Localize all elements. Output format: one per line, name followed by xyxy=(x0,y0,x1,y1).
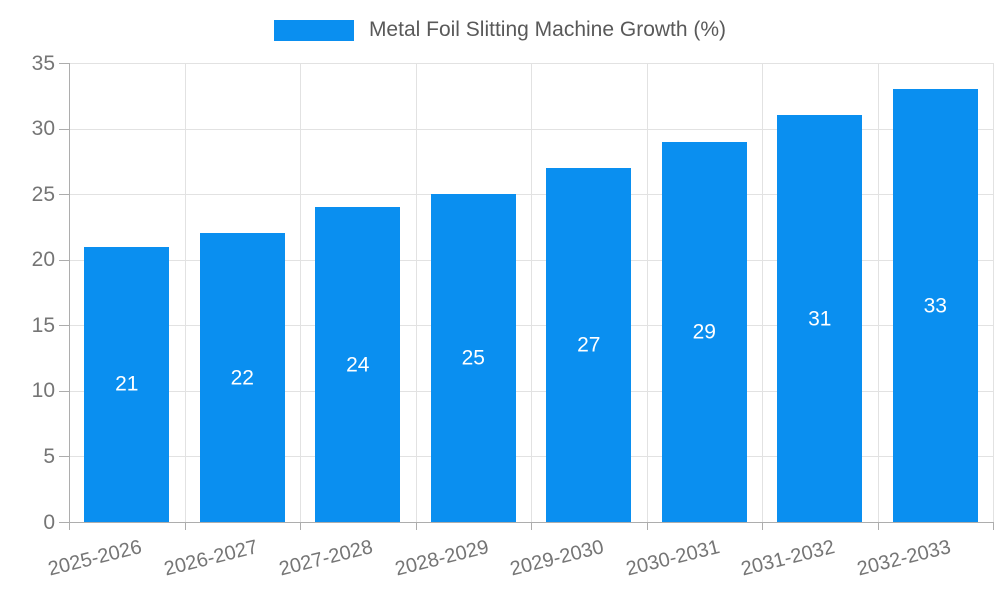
x-gridline xyxy=(415,63,417,522)
x-axis-category-label: 2028-2029 xyxy=(392,536,491,581)
legend-item[interactable]: Metal Foil Slitting Machine Growth (%) xyxy=(0,18,1000,42)
x-gridline xyxy=(184,63,186,522)
y-axis-tick xyxy=(59,259,69,261)
x-axis-tick xyxy=(300,522,301,530)
x-axis-category-label: 2032-2033 xyxy=(854,536,953,581)
y-axis-tick-label: 35 xyxy=(31,51,55,75)
bar-2032-2033[interactable]: 33 xyxy=(892,89,978,522)
x-axis-tick xyxy=(762,522,763,530)
bar-value-label: 27 xyxy=(577,333,601,357)
y-axis-tick xyxy=(59,456,69,458)
bar-value-label: 31 xyxy=(808,307,832,331)
x-axis-tick xyxy=(184,522,186,530)
legend-label: Metal Foil Slitting Machine Growth (%) xyxy=(368,18,727,41)
y-axis-tick-label: 10 xyxy=(31,379,55,403)
bar-2025-2026[interactable]: 21 xyxy=(84,246,170,522)
y-axis-tick-label: 15 xyxy=(31,313,55,337)
y-axis-tick xyxy=(59,325,69,327)
bar-2031-2032[interactable]: 31 xyxy=(777,115,863,522)
x-axis-category-label: 2027-2028 xyxy=(276,536,376,581)
x-axis-category-label: 2029-2030 xyxy=(507,536,607,581)
bar-2030-2031[interactable]: 29 xyxy=(661,141,747,522)
bar-value-label: 24 xyxy=(346,353,370,377)
x-gridline xyxy=(300,63,301,522)
x-axis-tick xyxy=(646,522,648,530)
x-axis-tick xyxy=(69,522,70,530)
x-axis-category-label: 2031-2032 xyxy=(738,536,838,581)
bar-2027-2028[interactable]: 24 xyxy=(315,207,401,522)
bar-value-label: 25 xyxy=(461,346,485,370)
x-axis-tick xyxy=(415,522,417,530)
y-axis-tick xyxy=(59,194,69,196)
y-axis-tick-label: 20 xyxy=(31,248,55,272)
y-axis-tick xyxy=(59,63,69,64)
legend-swatch-icon xyxy=(273,19,354,41)
x-gridline xyxy=(531,63,532,522)
x-gridline xyxy=(993,63,994,522)
bar-2028-2029[interactable]: 25 xyxy=(430,194,516,522)
x-axis-tick xyxy=(877,522,879,530)
x-gridline xyxy=(646,63,648,522)
bar-value-label: 22 xyxy=(230,366,254,390)
y-axis-line xyxy=(69,63,70,523)
x-axis-tick xyxy=(993,522,994,530)
y-axis-tick xyxy=(59,390,69,392)
y-axis-tick xyxy=(59,522,69,523)
y-axis-tick-label: 5 xyxy=(43,444,55,468)
y-axis-tick xyxy=(59,128,69,130)
y-axis-tick-label: 0 xyxy=(43,510,55,534)
x-gridline xyxy=(877,63,879,522)
y-axis-tick-label: 30 xyxy=(31,117,55,141)
x-axis-line xyxy=(69,522,993,523)
bar-value-label: 21 xyxy=(115,372,139,396)
x-axis-tick xyxy=(531,522,532,530)
x-axis-category-label: 2030-2031 xyxy=(623,536,722,581)
bar-2029-2030[interactable]: 27 xyxy=(546,167,632,522)
x-gridline xyxy=(762,63,763,522)
x-axis-category-label: 2026-2027 xyxy=(161,536,260,581)
bar-value-label: 33 xyxy=(923,294,947,318)
bar-2026-2027[interactable]: 22 xyxy=(199,233,285,522)
x-axis-category-label: 2025-2026 xyxy=(45,536,145,581)
bar-value-label: 29 xyxy=(692,320,716,344)
y-axis-tick-label: 25 xyxy=(31,182,55,206)
